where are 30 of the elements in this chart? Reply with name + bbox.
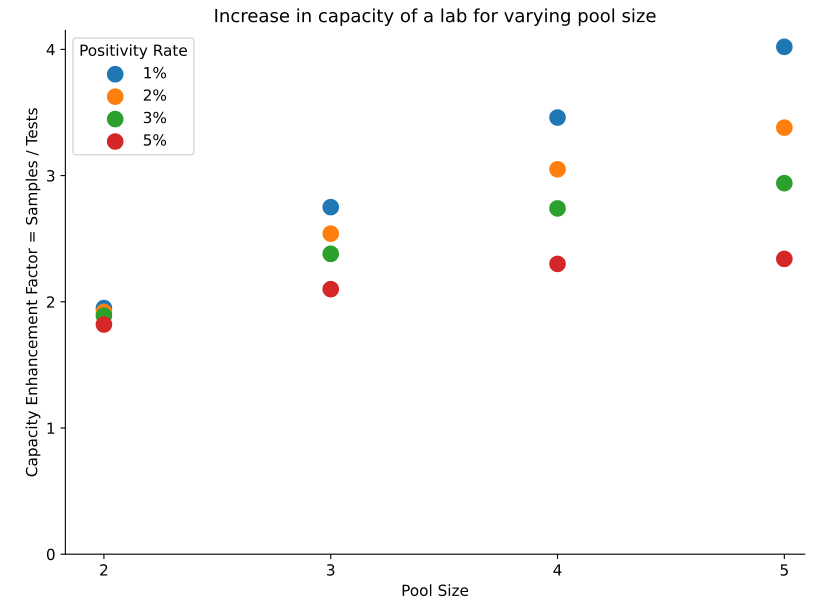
- x-axis-title: Pool Size: [402, 584, 468, 596]
- x-tick-label: 5: [780, 564, 788, 576]
- legend-label: 3%: [144, 112, 166, 124]
- point: [776, 174, 793, 192]
- point: [322, 280, 340, 298]
- point: [776, 119, 793, 136]
- x-tick-label: 2: [100, 564, 108, 576]
- point: [776, 38, 793, 56]
- y-tick-label: 0: [46, 548, 55, 560]
- point: [549, 160, 566, 178]
- point: [322, 225, 340, 242]
- point: [549, 256, 566, 272]
- y-tick-label: 2: [47, 296, 54, 308]
- point: [776, 250, 793, 268]
- point: [322, 246, 340, 262]
- legend-title: Positivity Rate: [80, 44, 187, 59]
- legend-label: 1%: [144, 66, 166, 78]
- point: [322, 198, 340, 216]
- y-tick-label: 4: [46, 44, 55, 56]
- y-tick-label: 3: [47, 170, 54, 182]
- legend-label: 2%: [144, 89, 166, 101]
- chart-title: Increase in capacity of a lab for varying pool size: [215, 8, 656, 26]
- legend-label: 5%: [144, 134, 166, 146]
- point: [96, 316, 112, 333]
- x-tick-label: 3: [327, 564, 334, 576]
- point: [549, 200, 566, 217]
- x-tick-label: 4: [553, 564, 562, 576]
- point: [549, 109, 566, 126]
- y-tick-label: 1: [48, 422, 54, 434]
- y-axis-title: Capacity Enhancement Factor = Samples / Tests: [26, 108, 40, 476]
